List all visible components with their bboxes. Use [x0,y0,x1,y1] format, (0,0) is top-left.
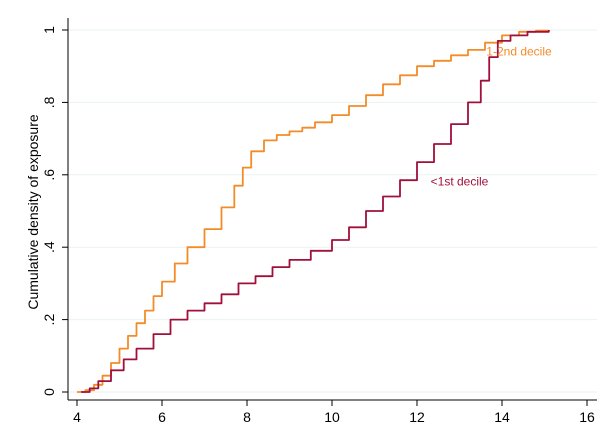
y-tick-label: .6 [41,169,57,181]
x-tick-label: 12 [409,409,425,425]
x-axis: 4 6 8 10 12 14 16 [68,399,597,425]
y-tick-label: .8 [41,96,57,108]
series-line-0 [77,29,550,393]
series-annotations: 1-2nd decile <1st decile [431,44,552,188]
y-tick-label: 1 [41,26,57,34]
series-line-1 [81,30,550,393]
x-tick-label: 4 [73,409,81,425]
y-tick-label: .4 [41,241,57,253]
series-label-1: <1st decile [431,175,489,189]
series-lines [77,29,550,393]
y-axis-title: Cumulative density of exposure [25,114,41,310]
x-tick-label: 16 [579,409,595,425]
x-tick-label: 6 [158,409,166,425]
y-tick-label: 0 [41,388,57,396]
x-tick-label: 10 [324,409,340,425]
x-tick-label: 14 [494,409,510,425]
series-label-0: 1-2nd decile [486,44,552,58]
y-tick-label: .2 [41,314,57,326]
x-tick-label: 8 [243,409,251,425]
y-axis: 0 .2 .4 .6 .8 1 [41,18,69,400]
